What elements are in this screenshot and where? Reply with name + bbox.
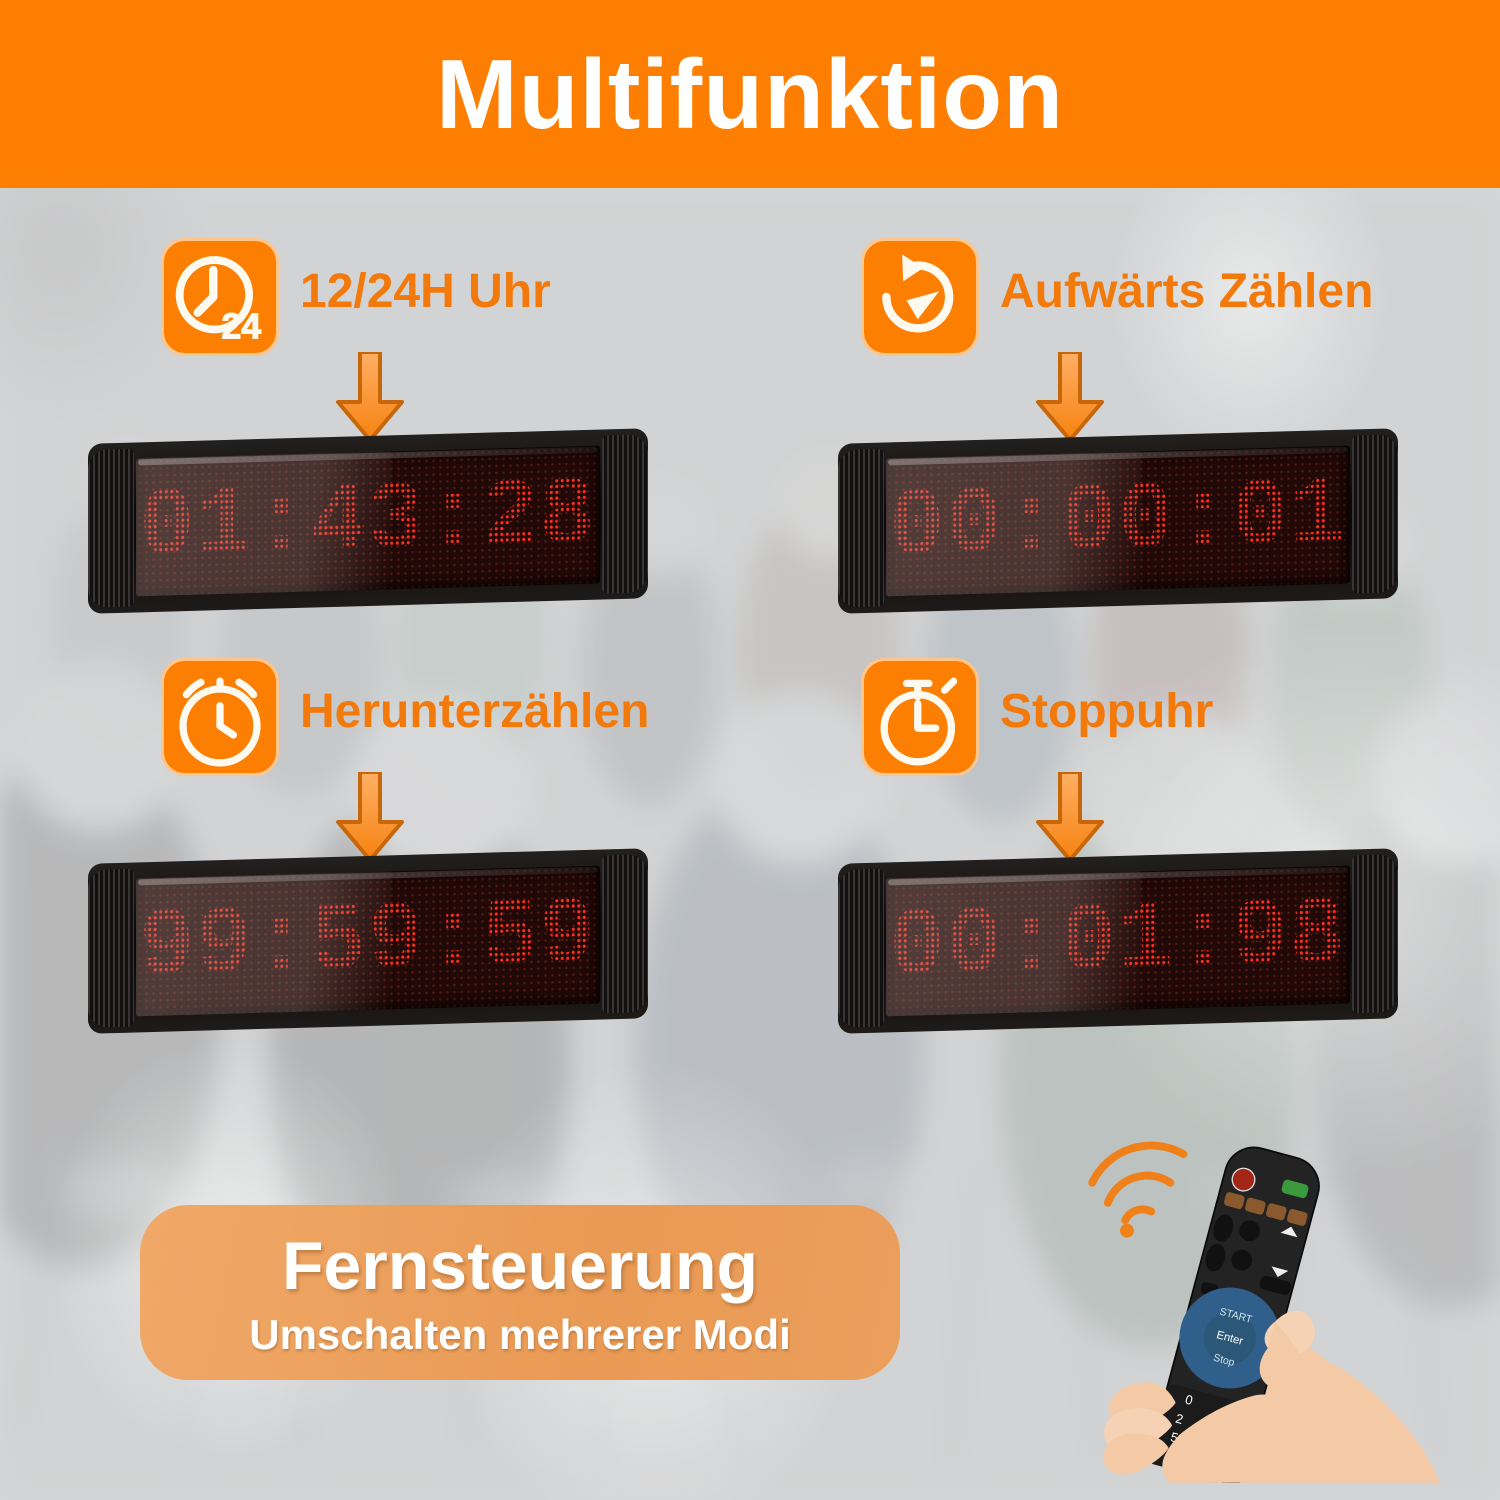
svg-text:24: 24 [221,306,261,346]
